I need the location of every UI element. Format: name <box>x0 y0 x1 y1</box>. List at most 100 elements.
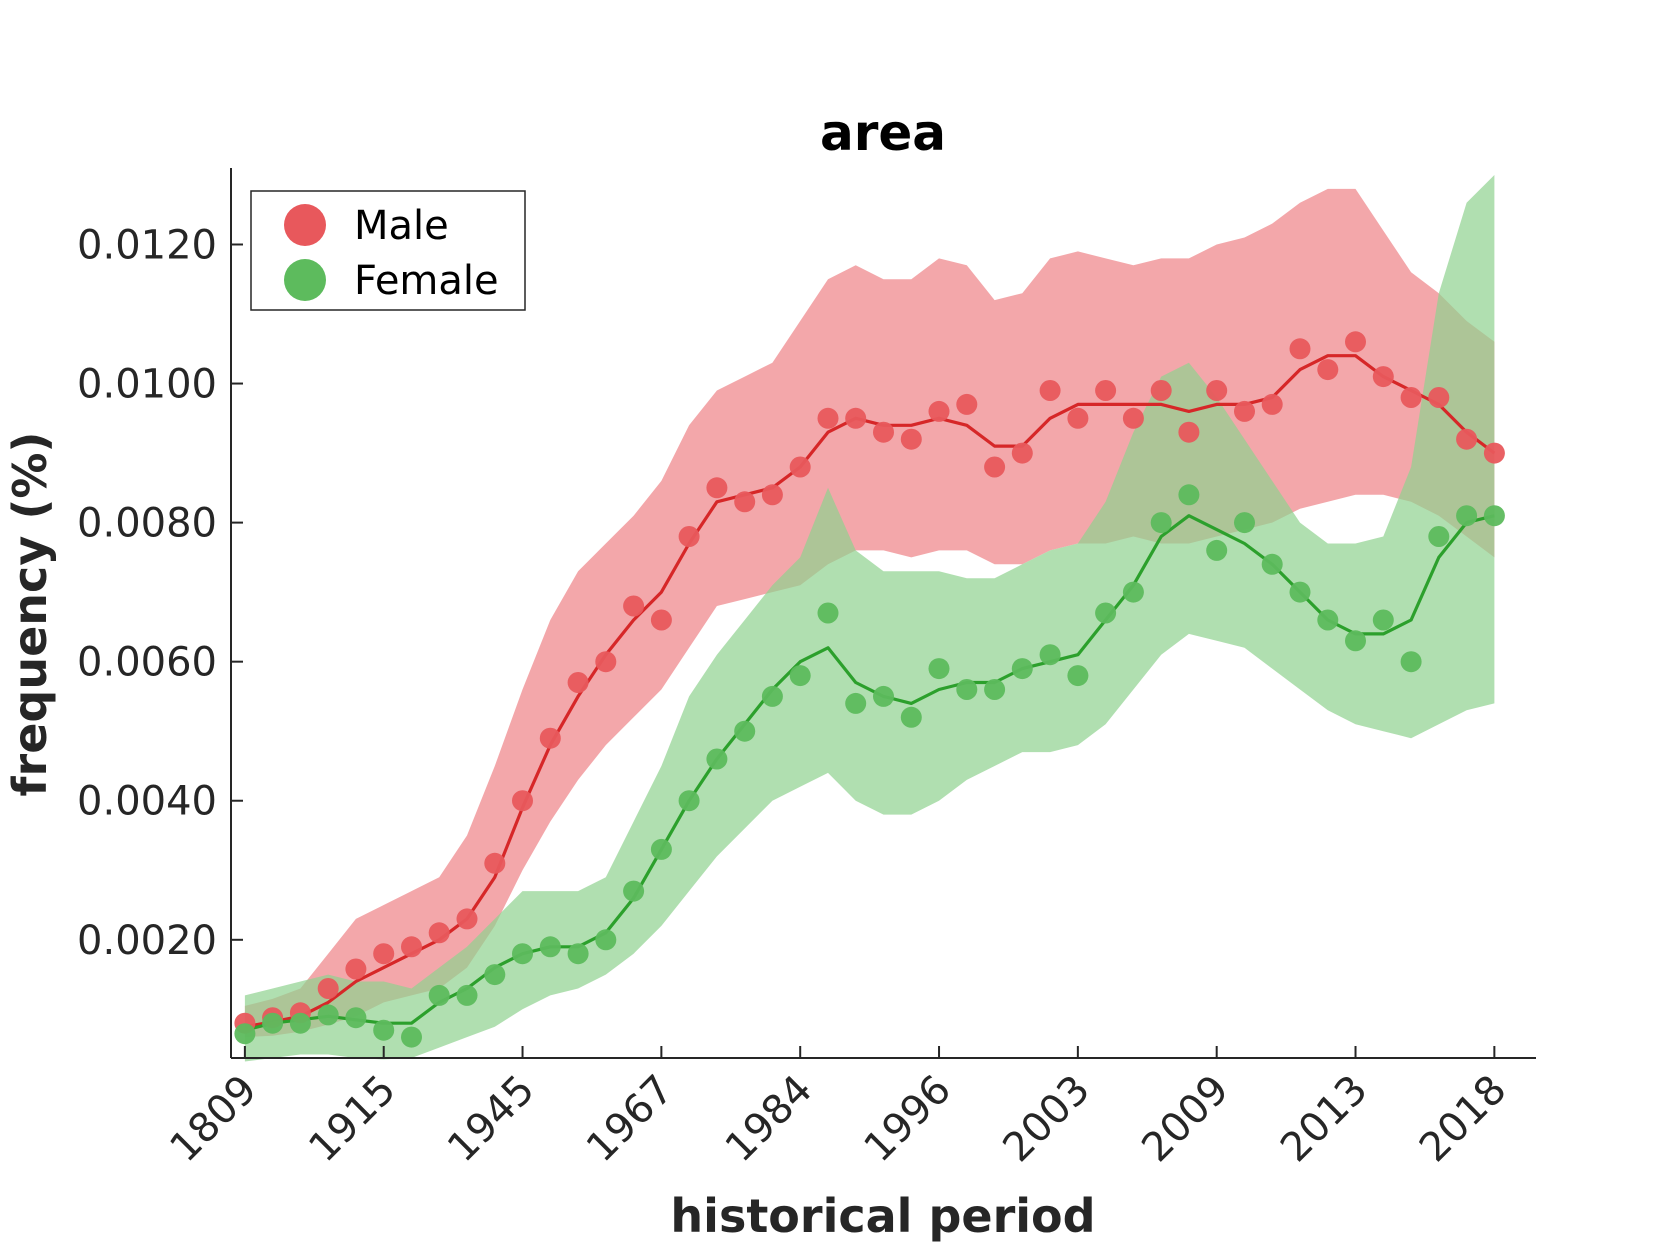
point-male <box>1317 359 1339 381</box>
point-female <box>567 943 589 965</box>
point-male <box>456 908 478 930</box>
point-male <box>1206 380 1228 401</box>
point-male <box>928 400 950 422</box>
legend: Male Female <box>250 190 526 311</box>
point-female <box>678 790 700 812</box>
point-female <box>595 929 617 951</box>
point-male <box>706 477 728 499</box>
point-male <box>317 978 339 999</box>
point-female <box>817 602 839 624</box>
point-male <box>873 421 894 443</box>
band-female <box>244 175 1495 1062</box>
point-male <box>401 936 422 958</box>
y-tick-label: 0.0060 <box>77 640 217 686</box>
point-male <box>345 958 367 980</box>
y-tick-label: 0.0020 <box>77 918 217 964</box>
point-female <box>1372 609 1394 631</box>
point-female <box>1178 484 1200 506</box>
point-male <box>1150 380 1172 401</box>
point-female <box>1428 526 1450 547</box>
point-female <box>289 1012 311 1034</box>
point-male <box>567 672 589 693</box>
point-female <box>234 1023 256 1045</box>
point-male <box>1234 400 1255 422</box>
point-female <box>1317 609 1339 631</box>
point-male <box>761 484 783 506</box>
line-male <box>244 354 1496 1029</box>
point-male <box>1261 393 1283 415</box>
point-male <box>1289 338 1311 360</box>
point-female <box>1011 658 1033 680</box>
y-tick-label: 0.0120 <box>77 222 217 268</box>
point-male <box>1400 387 1422 408</box>
axes <box>230 168 1536 1059</box>
x-tick-label: 1945 <box>439 1067 544 1172</box>
point-male <box>1428 387 1450 408</box>
x-tick-label: 1996 <box>856 1067 961 1172</box>
point-male <box>1345 331 1366 353</box>
point-male <box>817 407 839 429</box>
point-male <box>539 727 561 749</box>
point-male <box>595 651 617 673</box>
point-male <box>428 922 450 944</box>
point-male <box>845 407 867 429</box>
point-male <box>623 595 645 617</box>
point-female <box>373 1019 395 1041</box>
point-male <box>1095 380 1117 401</box>
point-female <box>484 964 506 986</box>
point-female <box>1483 505 1505 527</box>
x-tick-label: 2013 <box>1272 1067 1377 1172</box>
x-tick-label: 1967 <box>578 1067 683 1172</box>
point-female <box>345 1007 367 1029</box>
point-male <box>1456 428 1478 450</box>
legend-marker-female <box>284 259 326 301</box>
x-tick-label: 1809 <box>161 1067 266 1172</box>
point-female <box>928 658 950 680</box>
point-female <box>873 685 894 707</box>
point-female <box>262 1012 284 1034</box>
chart-title: area <box>820 104 946 162</box>
point-female <box>317 1004 339 1026</box>
legend-label-male: Male <box>354 203 449 249</box>
point-female <box>1456 505 1478 527</box>
x-tick-label: 2003 <box>994 1067 1099 1172</box>
point-male <box>1372 366 1394 388</box>
x-tick-label: 1915 <box>300 1067 405 1172</box>
line-female <box>244 514 1495 1032</box>
point-female <box>761 685 783 707</box>
point-male <box>678 526 700 547</box>
y-axis-title: frequency (%) <box>3 432 57 797</box>
point-female <box>1095 602 1117 624</box>
point-male <box>1011 442 1033 464</box>
point-female <box>1234 512 1255 534</box>
y-tick-label: 0.0100 <box>77 362 217 408</box>
point-male <box>900 428 922 450</box>
point-male <box>1483 442 1505 464</box>
point-female <box>1400 651 1422 673</box>
point-female <box>428 984 450 1006</box>
point-female <box>1261 553 1283 575</box>
point-male <box>789 456 811 478</box>
point-female <box>401 1026 422 1048</box>
point-male <box>512 790 533 812</box>
plot-area <box>234 175 1505 1062</box>
point-male <box>650 609 672 631</box>
point-female <box>539 936 561 958</box>
x-tick-label: 1984 <box>717 1067 822 1172</box>
point-female <box>706 748 728 770</box>
x-tick-label: 2018 <box>1411 1067 1516 1172</box>
point-male <box>1178 421 1200 443</box>
point-female <box>1150 512 1172 534</box>
point-female <box>900 706 922 728</box>
point-female <box>1039 644 1061 666</box>
x-axis-ticks: 1809 1915 1945 1967 1984 1996 2003 2009 2013 2018 <box>161 1046 1515 1171</box>
point-male <box>373 943 395 965</box>
point-female <box>984 679 1006 700</box>
point-female <box>1289 581 1311 603</box>
x-tick-label: 2009 <box>1133 1067 1238 1172</box>
point-female <box>1122 581 1144 603</box>
point-female <box>1345 630 1366 652</box>
point-male <box>1067 407 1089 429</box>
point-female <box>1067 665 1089 687</box>
